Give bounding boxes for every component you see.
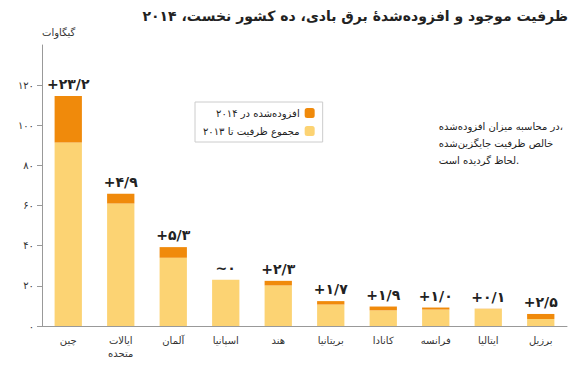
svg-text:کانادا: کانادا bbox=[373, 335, 394, 346]
svg-text:هند: هند bbox=[271, 335, 285, 346]
svg-text:در محاسبه میزان افزوده‌شده،: در محاسبه میزان افزوده‌شده، bbox=[439, 121, 563, 133]
svg-text:فرانسه: فرانسه bbox=[421, 335, 451, 346]
svg-text:۱۲۰: ۱۲۰ bbox=[18, 80, 34, 91]
svg-text:خالص ظرفیت جایگزین‌شده: خالص ظرفیت جایگزین‌شده bbox=[439, 138, 553, 149]
svg-text:~۰: ~۰ bbox=[216, 260, 236, 276]
svg-text:متحده: متحده bbox=[108, 348, 133, 359]
svg-text:+۱/۹: +۱/۹ bbox=[366, 287, 400, 303]
svg-text:+۱/۰: +۱/۰ bbox=[419, 288, 453, 304]
svg-text:۶۰: ۶۰ bbox=[23, 200, 34, 211]
svg-text:اسپانیا: اسپانیا bbox=[213, 335, 239, 347]
svg-text:+۴/۹: +۴/۹ bbox=[104, 174, 138, 190]
svg-text:بریتانیا: بریتانیا bbox=[318, 335, 344, 346]
svg-text:مجموع ظرفیت تا ۲۰۱۳: مجموع ظرفیت تا ۲۰۱۳ bbox=[203, 126, 300, 138]
svg-text:لحاظ گردیده است.: لحاظ گردیده است. bbox=[439, 155, 519, 166]
svg-text:+۲/۳: +۲/۳ bbox=[261, 261, 295, 277]
svg-text:آلمان: آلمان bbox=[162, 334, 185, 346]
svg-text:+۲۳/۲: +۲۳/۲ bbox=[47, 76, 90, 92]
svg-text:۲۰: ۲۰ bbox=[23, 280, 34, 291]
svg-text:۸۰: ۸۰ bbox=[23, 160, 34, 171]
svg-text:ایتالیا: ایتالیا bbox=[478, 335, 499, 346]
svg-text:۴۰: ۴۰ bbox=[23, 240, 34, 251]
svg-text:افزوده‌شده در ۲۰۱۴: افزوده‌شده در ۲۰۱۴ bbox=[216, 108, 300, 120]
svg-text:۱۰۰: ۱۰۰ bbox=[18, 120, 34, 131]
svg-text:ظرفیت موجود و افزوده‌شدهٔ برق: ظرفیت موجود و افزوده‌شدهٔ برق بادی، ده ک… bbox=[142, 8, 568, 25]
svg-text:چین: چین bbox=[60, 335, 77, 346]
svg-text:برزیل: برزیل bbox=[529, 335, 553, 346]
svg-text:+۰/۱: +۰/۱ bbox=[471, 289, 505, 305]
svg-text:ایالات: ایالات bbox=[109, 335, 133, 346]
svg-text:+۵/۳: +۵/۳ bbox=[156, 227, 190, 243]
svg-text:۰: ۰ bbox=[29, 321, 34, 332]
svg-text:گیگاوات: گیگاوات bbox=[42, 27, 76, 39]
svg-text:+۲/۵: +۲/۵ bbox=[524, 294, 558, 310]
svg-text:+۱/۷: +۱/۷ bbox=[314, 281, 348, 297]
